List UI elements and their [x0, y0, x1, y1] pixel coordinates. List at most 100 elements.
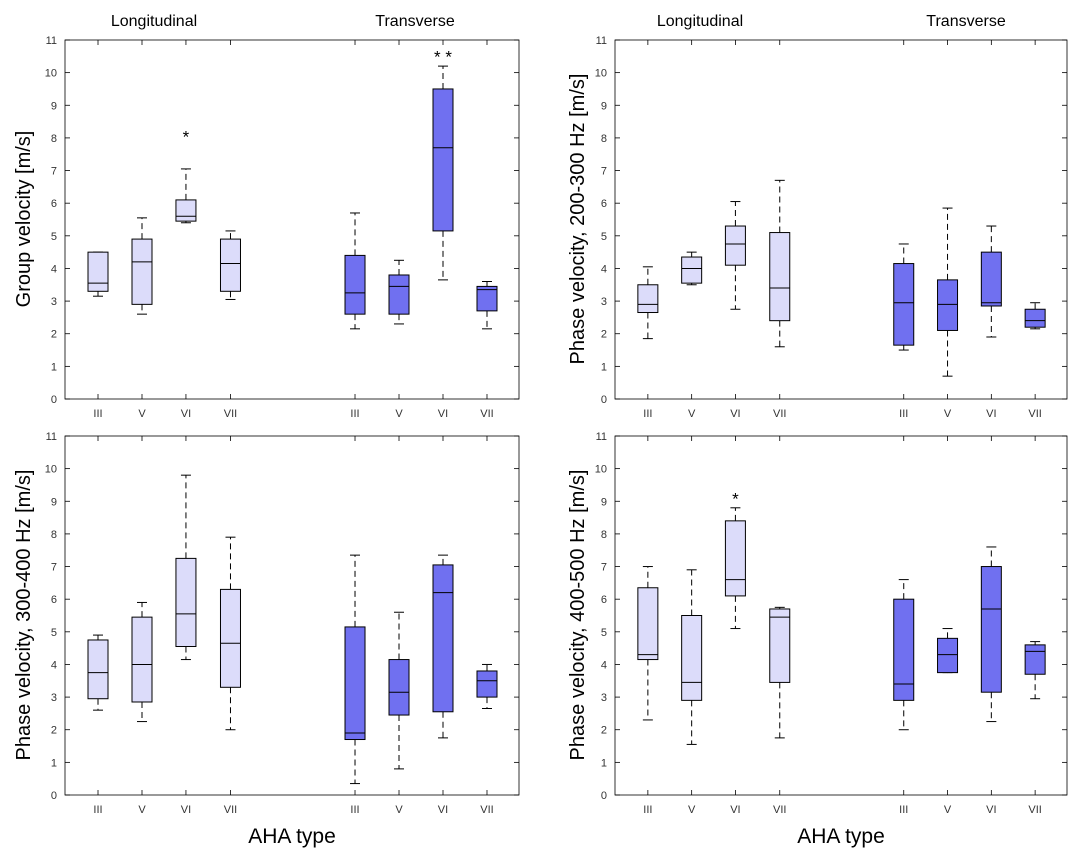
y-tick-label: 7: [51, 562, 57, 574]
y-tick-label: 6: [51, 594, 57, 606]
iqr-box: [937, 279, 959, 331]
group-label-longitudinal-top-left: Longitudinal: [111, 13, 197, 30]
iqr-box: [893, 598, 915, 701]
y-tick-label: 8: [51, 133, 57, 145]
iqr-box: [1024, 308, 1046, 328]
y-tick-label: 6: [601, 198, 607, 210]
panel-1: 0 1 2 3 4 5 6 7 8 9 10 11 III V VI VII III V VI VII * * * Grou…: [13, 35, 520, 420]
x-tick-label: III: [93, 408, 102, 420]
box-transverse-iii: [893, 243, 915, 351]
y-tick-label: 8: [601, 133, 607, 145]
y-tick-label: 9: [51, 496, 57, 508]
iqr-box: [87, 639, 109, 700]
iqr-box: [1024, 644, 1046, 675]
panel-3: 0 1 2 3 4 5 6 7 8 9 10 11 III V VI VII III V VI VII Phase ve…: [13, 431, 520, 848]
x-tick-label: V: [138, 804, 146, 816]
iqr-box: [219, 238, 241, 292]
y-tick-label: 8: [601, 529, 607, 541]
x-tick-label: VI: [986, 408, 996, 420]
box-longitudinal-vi: [724, 507, 746, 630]
y-tick-label: 5: [51, 231, 57, 243]
y-tick-label: 4: [51, 263, 57, 275]
y-tick-label: 10: [595, 464, 607, 476]
iqr-box: [724, 225, 746, 266]
box-longitudinal-vii: [219, 230, 241, 300]
box-longitudinal-v: [681, 569, 703, 745]
y-axis-title: Phase velocity, 200-300 Hz [m/s]: [567, 74, 589, 365]
iqr-box: [637, 284, 659, 314]
x-tick-label: III: [93, 804, 102, 816]
x-tick-label: VII: [480, 804, 493, 816]
x-tick-label: V: [138, 408, 146, 420]
y-tick-label: 4: [51, 659, 57, 671]
x-tick-label: V: [395, 408, 403, 420]
y-axis-title: Phase velocity, 300-400 Hz [m/s]: [13, 470, 35, 761]
box-transverse-vi: [432, 554, 454, 739]
y-tick-label: 11: [596, 431, 607, 443]
box-transverse-v: [937, 207, 959, 377]
iqr-box: [87, 251, 109, 292]
y-tick-label: 11: [46, 35, 57, 47]
iqr-box: [769, 232, 791, 322]
box-longitudinal-vi: [175, 168, 197, 224]
y-tick-label: 3: [51, 692, 57, 704]
y-tick-label: 9: [601, 496, 607, 508]
box-transverse-vii: [476, 281, 498, 330]
iqr-box: [131, 616, 153, 703]
box-transverse-vii: [476, 663, 498, 710]
x-tick-label: VI: [730, 408, 740, 420]
y-tick-label: 7: [601, 166, 607, 178]
box-longitudinal-v: [131, 217, 153, 315]
box-longitudinal-vii: [219, 536, 241, 731]
y-tick-label: 10: [45, 464, 57, 476]
iqr-box: [681, 615, 703, 701]
x-tick-label: VII: [773, 804, 786, 816]
iqr-box: [980, 251, 1002, 307]
x-tick-label: V: [688, 804, 696, 816]
plot-frame: [64, 435, 520, 796]
iqr-box: [175, 199, 197, 222]
y-tick-label: 10: [595, 68, 607, 80]
box-longitudinal-iii: [637, 566, 659, 721]
box-transverse-v: [937, 628, 959, 674]
y-axis-title: Group velocity [m/s]: [13, 131, 35, 308]
y-tick-label: 11: [596, 35, 607, 47]
y-tick-label: 1: [601, 361, 607, 373]
x-tick-label: III: [350, 408, 359, 420]
plot-frame: [614, 39, 1068, 400]
box-longitudinal-iii: [87, 251, 109, 297]
x-tick-label: VII: [1028, 804, 1041, 816]
x-tick-label: V: [688, 408, 696, 420]
y-tick-label: 5: [601, 627, 607, 639]
group-label-transverse-top-right: Transverse: [926, 13, 1006, 30]
iqr-box: [476, 285, 498, 312]
y-tick-label: 7: [601, 562, 607, 574]
box-transverse-vi: [980, 546, 1002, 723]
group-label-longitudinal-top-right: Longitudinal: [657, 13, 743, 30]
iqr-box: [131, 238, 153, 305]
x-tick-label: III: [350, 804, 359, 816]
iqr-box: [893, 263, 915, 346]
y-tick-label: 6: [51, 198, 57, 210]
y-tick-label: 2: [601, 725, 607, 737]
y-tick-label: 2: [51, 725, 57, 737]
y-tick-label: 4: [601, 263, 607, 275]
x-tick-label: VI: [438, 408, 448, 420]
y-tick-label: 9: [51, 100, 57, 112]
y-tick-label: 1: [51, 361, 57, 373]
y-tick-label: 5: [601, 231, 607, 243]
box-transverse-vii: [1024, 302, 1046, 330]
x-axis-title: AHA type: [248, 825, 336, 848]
x-tick-label: III: [899, 804, 908, 816]
y-tick-label: 10: [45, 68, 57, 80]
y-tick-label: 11: [46, 431, 57, 443]
iqr-box: [637, 587, 659, 661]
panel-4: 0 1 2 3 4 5 6 7 8 9 10 11 III V VI VII III V VI VII * Phase v…: [567, 431, 1068, 848]
iqr-box: [175, 557, 197, 648]
x-tick-label: VI: [986, 804, 996, 816]
box-longitudinal-iii: [87, 634, 109, 711]
x-tick-label: VII: [224, 408, 237, 420]
significance-marker: * *: [434, 48, 452, 67]
y-tick-label: 4: [601, 659, 607, 671]
